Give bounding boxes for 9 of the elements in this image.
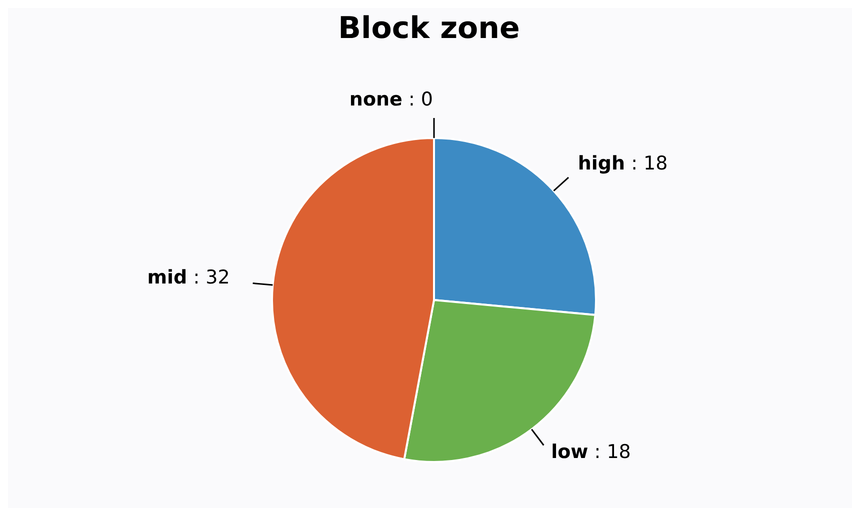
data-label: : 32 — [193, 266, 230, 289]
slice-label: low — [551, 441, 588, 464]
slice-label: high — [578, 152, 626, 175]
data-label: : 18 — [594, 441, 631, 464]
chart-title: Block zone — [338, 11, 520, 46]
category-label: none — [349, 88, 402, 111]
text: : 0 — [408, 88, 433, 111]
data-label: : 18 — [631, 152, 668, 175]
slice-label: mid — [147, 266, 188, 289]
